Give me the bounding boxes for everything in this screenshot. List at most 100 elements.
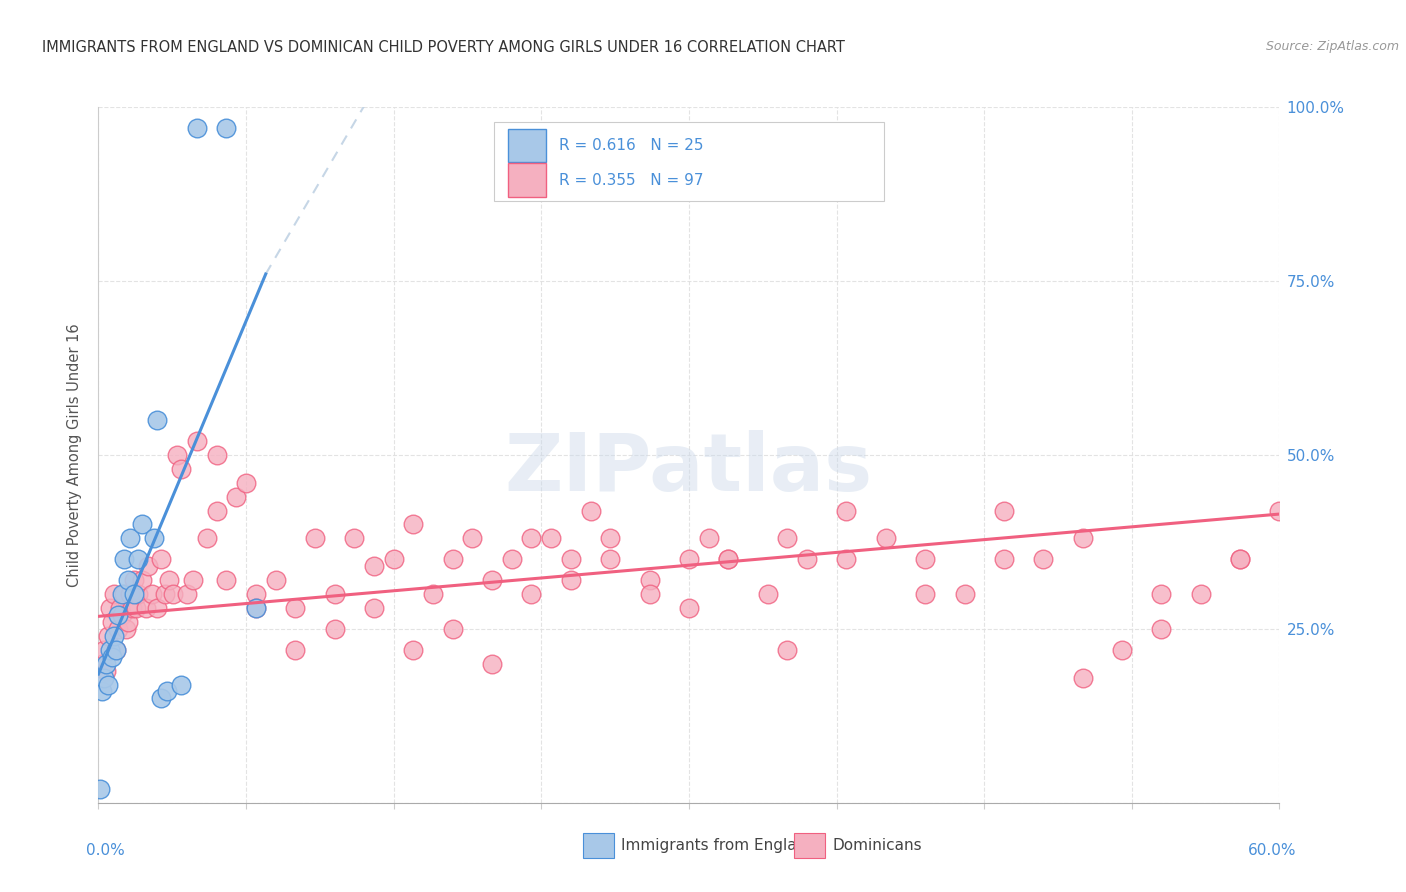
Point	[150, 552, 173, 566]
Point	[112, 587, 135, 601]
Point	[481, 573, 503, 587]
Point	[1150, 587, 1173, 601]
Point	[89, 781, 111, 796]
Point	[402, 642, 425, 657]
Y-axis label: Child Poverty Among Girls Under 16: Child Poverty Among Girls Under 16	[67, 323, 83, 587]
Point	[560, 552, 582, 566]
Point	[101, 649, 124, 664]
Point	[108, 601, 131, 615]
Point	[579, 503, 602, 517]
Text: Source: ZipAtlas.com: Source: ZipAtlas.com	[1265, 40, 1399, 54]
Point	[215, 573, 238, 587]
Text: R = 0.355   N = 97: R = 0.355 N = 97	[560, 172, 703, 187]
Point	[1150, 622, 1173, 636]
Point	[796, 552, 818, 566]
Point	[122, 587, 145, 601]
Point	[776, 532, 799, 546]
Text: Dominicans: Dominicans	[832, 838, 922, 853]
Point	[914, 552, 936, 566]
Point	[599, 552, 621, 566]
Point	[363, 559, 385, 574]
Point	[599, 532, 621, 546]
Point	[875, 532, 897, 546]
Point	[1071, 671, 1094, 685]
Point	[105, 642, 128, 657]
Point	[441, 552, 464, 566]
Point	[1071, 532, 1094, 546]
Point	[343, 532, 366, 546]
Point	[146, 601, 169, 615]
Point	[96, 657, 118, 671]
Point	[105, 642, 128, 657]
Point	[501, 552, 523, 566]
Point	[97, 629, 120, 643]
Point	[135, 601, 157, 615]
Point	[1229, 552, 1251, 566]
Point	[835, 552, 858, 566]
Point	[1229, 552, 1251, 566]
FancyBboxPatch shape	[494, 122, 884, 201]
Point	[205, 448, 228, 462]
Point	[170, 462, 193, 476]
Point	[162, 587, 184, 601]
Point	[678, 601, 700, 615]
Point	[215, 120, 238, 135]
Point	[127, 552, 149, 566]
Point	[520, 532, 543, 546]
Point	[121, 601, 143, 615]
Point	[107, 622, 129, 636]
Point	[103, 629, 125, 643]
Point	[125, 601, 148, 615]
Point	[235, 475, 257, 490]
Point	[678, 552, 700, 566]
Point	[363, 601, 385, 615]
Text: R = 0.616   N = 25: R = 0.616 N = 25	[560, 137, 703, 153]
Point	[245, 601, 267, 615]
Point	[422, 587, 444, 601]
Point	[835, 503, 858, 517]
Point	[122, 573, 145, 587]
Point	[181, 573, 204, 587]
Text: IMMIGRANTS FROM ENGLAND VS DOMINICAN CHILD POVERTY AMONG GIRLS UNDER 16 CORRELAT: IMMIGRANTS FROM ENGLAND VS DOMINICAN CHI…	[42, 40, 845, 55]
Point	[245, 601, 267, 615]
Point	[953, 587, 976, 601]
Point	[264, 573, 287, 587]
Point	[136, 559, 159, 574]
Point	[170, 677, 193, 691]
FancyBboxPatch shape	[794, 833, 825, 858]
Point	[186, 120, 208, 135]
Point	[205, 503, 228, 517]
Text: Immigrants from England: Immigrants from England	[621, 838, 817, 853]
Point	[914, 587, 936, 601]
Point	[156, 684, 179, 698]
Point	[112, 552, 135, 566]
FancyBboxPatch shape	[508, 128, 546, 162]
Point	[697, 532, 720, 546]
Point	[560, 573, 582, 587]
Point	[195, 532, 218, 546]
Point	[157, 573, 180, 587]
Point	[155, 587, 177, 601]
Point	[93, 642, 115, 657]
Point	[1032, 552, 1054, 566]
Point	[111, 607, 134, 622]
FancyBboxPatch shape	[583, 833, 614, 858]
Point	[91, 657, 114, 671]
Text: 0.0%: 0.0%	[86, 843, 125, 858]
Point	[402, 517, 425, 532]
Point	[756, 587, 779, 601]
Point	[96, 664, 118, 678]
Point	[1111, 642, 1133, 657]
Point	[520, 587, 543, 601]
Point	[993, 503, 1015, 517]
Point	[115, 622, 138, 636]
Point	[776, 642, 799, 657]
Point	[93, 671, 115, 685]
Point	[111, 587, 134, 601]
Point	[225, 490, 247, 504]
Point	[166, 448, 188, 462]
Point	[461, 532, 484, 546]
Point	[993, 552, 1015, 566]
Point	[118, 532, 141, 546]
Point	[127, 587, 149, 601]
